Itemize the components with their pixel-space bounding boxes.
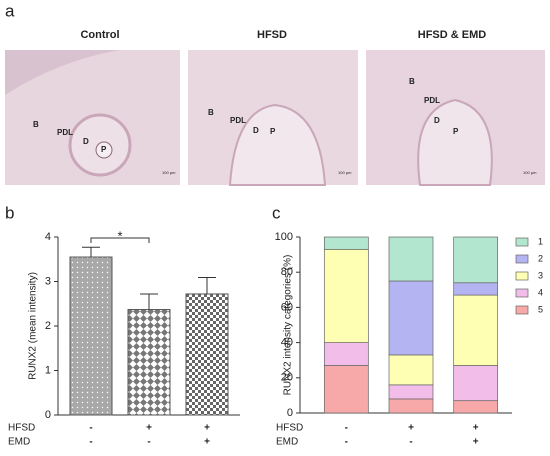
condition-value: -: [345, 423, 348, 434]
panel-label: b: [5, 203, 14, 222]
bar: [127, 309, 171, 416]
image-panel: HFSD B PDL D P 100 µm: [188, 29, 358, 186]
bar-segment: [453, 365, 499, 402]
y-tick-label: 60: [281, 301, 293, 313]
bone-region: [5, 50, 120, 95]
image-panel: HFSD & EMD B PDL D P 100 µm: [366, 29, 545, 186]
condition-value: -: [147, 437, 150, 448]
bar: [185, 293, 229, 416]
bar-segment: [388, 280, 434, 356]
y-tick-label: 80: [281, 266, 293, 278]
panel-label: c: [272, 203, 281, 222]
legend-label: 3: [538, 270, 543, 280]
bar-segment: [323, 248, 369, 343]
condition-name: EMD: [8, 437, 30, 448]
condition-name: EMD: [276, 437, 298, 448]
image-label: B: [33, 120, 39, 129]
bar-segment: [453, 236, 499, 284]
legend-swatch: [515, 254, 529, 264]
condition-value: -: [89, 423, 92, 434]
panel-label: a: [5, 1, 15, 20]
image-title: HFSD & EMD: [418, 29, 487, 41]
tooth: [417, 98, 493, 186]
bar-segment: [323, 342, 369, 366]
image-label: B: [208, 108, 214, 117]
image-label: PDL: [57, 128, 73, 137]
condition-value: +: [204, 437, 210, 448]
bar-segment: [323, 236, 369, 250]
y-tick-label: 40: [281, 337, 293, 349]
pulp: [95, 141, 113, 159]
image-label: P: [453, 127, 459, 136]
y-axis-label: RUNX2 (mean intensity): [28, 272, 39, 380]
condition-name: HFSD: [8, 423, 35, 434]
condition-name: HFSD: [276, 423, 303, 434]
y-tick-label: 100: [275, 231, 293, 243]
y-tick-label: 0: [287, 407, 293, 419]
bar-segment: [388, 354, 434, 386]
legend-label: 5: [538, 304, 543, 314]
legend-swatch: [515, 271, 529, 281]
image-label: PDL: [230, 116, 246, 125]
image-label: P: [270, 127, 276, 136]
bar-segment: [388, 384, 434, 400]
legend-label: 2: [538, 253, 543, 263]
condition-value: +: [408, 423, 414, 434]
scale-bar: 100 µm: [338, 170, 352, 175]
y-axis-label: RUNX2 intensity categories (%): [283, 255, 294, 396]
y-tick-label: 2: [45, 320, 51, 332]
bar-segment: [323, 365, 369, 414]
bar: [69, 256, 113, 416]
image-label: D: [83, 137, 89, 146]
significance-bracket: [90, 237, 150, 243]
legend-swatch: [515, 288, 529, 298]
tooth: [228, 103, 327, 186]
y-tick-label: 3: [45, 275, 51, 287]
y-tick-label: 0: [45, 409, 51, 421]
y-tick-label: 20: [281, 372, 293, 384]
bar-segment: [388, 398, 434, 414]
image-label: B: [409, 77, 415, 86]
image-panel: Control B PDL D P 100 µm: [5, 29, 180, 185]
image-title: HFSD: [257, 29, 287, 41]
bar-segment: [453, 294, 499, 366]
condition-value: -: [345, 437, 348, 448]
scale-bar: 100 µm: [162, 170, 176, 175]
scale-bar: 100 µm: [523, 170, 537, 175]
condition-value: +: [146, 423, 152, 434]
legend-swatch: [515, 237, 529, 247]
legend-label: 1: [538, 236, 543, 246]
condition-value: -: [409, 437, 412, 448]
bar-segment: [453, 282, 499, 296]
bar-segment: [453, 400, 499, 414]
bar-segment: [388, 236, 434, 282]
condition-value: -: [89, 437, 92, 448]
condition-value: +: [204, 423, 210, 434]
image-title: Control: [80, 29, 119, 41]
image-label: D: [253, 126, 259, 135]
legend-swatch: [515, 305, 529, 315]
image-label: PDL: [424, 96, 440, 105]
condition-value: +: [473, 423, 479, 434]
image-label: P: [101, 145, 107, 154]
legend-label: 4: [538, 287, 543, 297]
image-label: D: [434, 116, 440, 125]
y-tick-label: 1: [45, 364, 51, 376]
condition-value: +: [473, 437, 479, 448]
y-tick-label: 4: [45, 231, 51, 243]
significance-label: *: [117, 228, 122, 243]
